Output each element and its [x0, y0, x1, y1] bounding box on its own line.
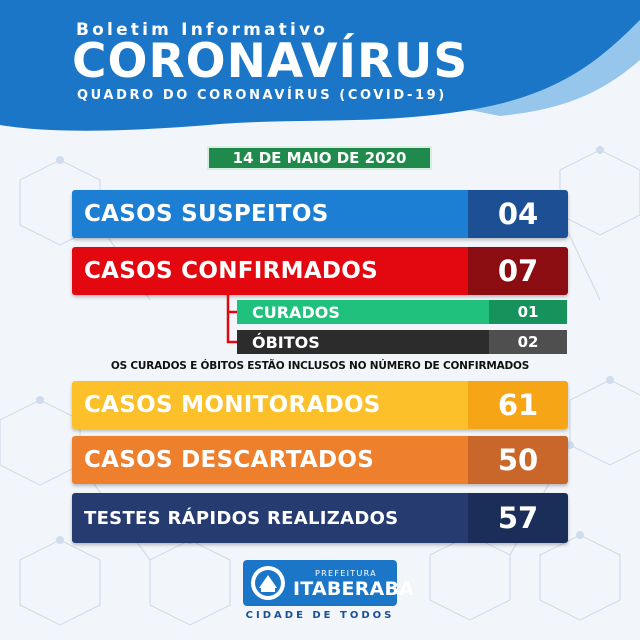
header-wave-shape — [0, 0, 640, 131]
stat-value-curados: 01 — [489, 300, 567, 324]
stat-value-monitorados: 61 — [468, 381, 568, 429]
stat-label-testes: TESTES RÁPIDOS REALIZADOS — [72, 493, 468, 543]
stat-label-suspeitos: CASOS SUSPEITOS — [72, 190, 468, 238]
header-title: CORONAVÍRUS — [72, 34, 469, 89]
stat-value-suspeitos: 04 — [468, 190, 568, 238]
prefeitura-logo: PREFEITURA ITABERABA — [243, 560, 414, 606]
stat-row-testes: TESTES RÁPIDOS REALIZADOS 57 — [72, 493, 568, 543]
stat-value-testes: 57 — [468, 493, 568, 543]
logo-tagline: CIDADE DE TODOS — [245, 610, 395, 621]
bracket-connector — [226, 294, 237, 344]
stat-row-monitorados: CASOS MONITORADOS 61 — [72, 381, 568, 429]
header-banner: Boletim Informativo CORONAVÍRUS QUADRO D… — [0, 0, 640, 150]
header-pretitle: Boletim Informativo — [76, 20, 329, 40]
stat-label-descartados: CASOS DESCARTADOS — [72, 436, 468, 484]
stat-label-monitorados: CASOS MONITORADOS — [72, 381, 468, 429]
stat-value-confirmados: 07 — [468, 247, 568, 295]
stat-value-obitos: 02 — [489, 330, 567, 354]
stat-row-descartados: CASOS DESCARTADOS 50 — [72, 436, 568, 484]
inclusion-note: OS CURADOS E ÓBITOS ESTÃO INCLUSOS NO NÚ… — [110, 360, 530, 372]
logo-prefix: PREFEITURA — [315, 569, 377, 578]
stat-label-confirmados: CASOS CONFIRMADOS — [72, 247, 468, 295]
stat-label-obitos: ÓBITOS — [237, 330, 489, 354]
stat-row-curados: CURADOS 01 — [237, 300, 567, 324]
stat-label-curados: CURADOS — [237, 300, 489, 324]
stat-row-confirmados: CASOS CONFIRMADOS 07 — [72, 247, 568, 295]
date-badge: 14 DE MAIO DE 2020 — [207, 146, 432, 170]
city-seal-icon — [251, 566, 285, 600]
logo-name: ITABERABA — [293, 578, 415, 600]
stat-row-obitos: ÓBITOS 02 — [237, 330, 567, 354]
stat-value-descartados: 50 — [468, 436, 568, 484]
stat-row-suspeitos: CASOS SUSPEITOS 04 — [72, 190, 568, 238]
header-subtitle: QUADRO DO CORONAVÍRUS (COVID-19) — [77, 88, 447, 103]
